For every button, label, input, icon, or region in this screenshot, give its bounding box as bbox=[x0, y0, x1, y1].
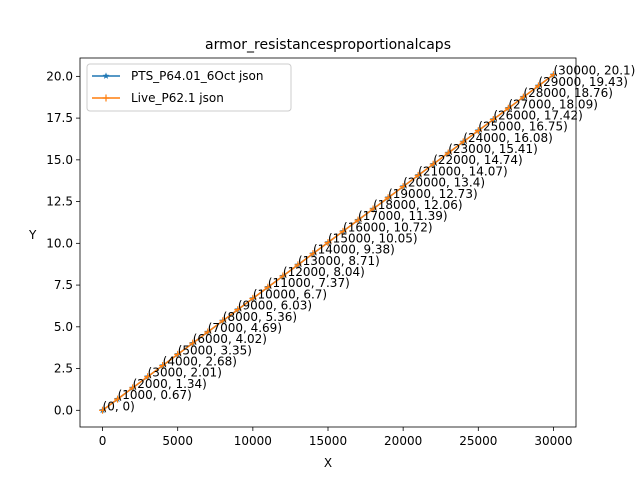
y-tick-label: 2.5 bbox=[54, 362, 73, 376]
plus-marker bbox=[294, 261, 302, 269]
data-label: (11000, 7.37) bbox=[268, 276, 350, 290]
y-tick-label: 7.5 bbox=[54, 278, 73, 292]
x-tick-label: 20000 bbox=[384, 434, 422, 448]
y-tick-label: 5.0 bbox=[54, 320, 73, 334]
data-label: (29000, 19.43) bbox=[538, 75, 628, 89]
plus-marker bbox=[264, 283, 272, 291]
data-label: (4000, 2.68) bbox=[163, 355, 237, 369]
legend: PTS_P64.01_6Oct json Live_P62.1 json bbox=[86, 63, 292, 112]
plus-marker bbox=[414, 171, 422, 179]
data-label: (20000, 13.4) bbox=[403, 176, 485, 190]
x-axis-label: X bbox=[324, 456, 332, 470]
plus-marker bbox=[99, 406, 107, 414]
plus-marker bbox=[429, 160, 437, 168]
data-label-layer: (0, 0)(1000, 0.67)(2000, 1.34)(3000, 2.0… bbox=[103, 64, 636, 414]
data-label: (10000, 6.7) bbox=[253, 287, 327, 301]
plus-marker bbox=[354, 216, 362, 224]
plus-marker bbox=[159, 362, 167, 370]
y-tick-label: 17.5 bbox=[46, 111, 73, 125]
data-label: (0, 0) bbox=[103, 399, 135, 413]
data-label: (2000, 1.34) bbox=[133, 377, 207, 391]
data-label: (25000, 16.75) bbox=[478, 120, 568, 134]
plus-marker bbox=[249, 294, 257, 302]
data-label: (13000, 8.71) bbox=[298, 254, 380, 268]
data-label: (17000, 11.39) bbox=[358, 209, 448, 223]
plus-marker bbox=[339, 227, 347, 235]
plus-marker bbox=[234, 306, 242, 314]
data-label: (14000, 9.38) bbox=[313, 243, 395, 257]
y-tick-label: 0.0 bbox=[54, 403, 73, 417]
x-tick-label: 15000 bbox=[309, 434, 347, 448]
plus-marker bbox=[219, 317, 227, 325]
legend-label-2: Live_P62.1 json bbox=[131, 91, 224, 105]
data-label: (15000, 10.05) bbox=[328, 232, 418, 246]
data-label: (12000, 8.04) bbox=[283, 265, 365, 279]
legend-label-1: PTS_P64.01_6Oct json bbox=[131, 69, 264, 83]
data-label: (18000, 12.06) bbox=[373, 198, 463, 212]
data-label: (3000, 2.01) bbox=[148, 366, 222, 380]
x-tick-label: 10000 bbox=[234, 434, 272, 448]
x-tick-label: 30000 bbox=[534, 434, 572, 448]
legend-entry-1: PTS_P64.01_6Oct json bbox=[92, 69, 264, 83]
data-label: (19000, 12.73) bbox=[388, 187, 478, 201]
plus-marker bbox=[324, 239, 332, 246]
plus-marker bbox=[279, 272, 287, 280]
plus-marker bbox=[399, 183, 407, 191]
data-label: (7000, 4.69) bbox=[208, 321, 282, 335]
chart-title: armor_resistancesproportionalcaps bbox=[205, 37, 451, 53]
data-label: (6000, 4.02) bbox=[193, 332, 267, 346]
data-label: (1000, 0.67) bbox=[118, 388, 192, 402]
legend-plus-marker bbox=[102, 94, 110, 102]
data-label: (24000, 16.08) bbox=[463, 131, 553, 145]
plus-marker bbox=[369, 205, 377, 213]
legend-star-marker bbox=[102, 72, 110, 79]
x-tick-label: 0 bbox=[99, 434, 107, 448]
plus-marker bbox=[504, 104, 512, 112]
plus-marker bbox=[459, 138, 467, 146]
plus-marker bbox=[444, 149, 452, 157]
x-tick-label: 5000 bbox=[162, 434, 193, 448]
y-axis-label: Y bbox=[28, 228, 37, 242]
data-label: (16000, 10.72) bbox=[343, 220, 433, 234]
x-tick-label: 25000 bbox=[459, 434, 497, 448]
plus-marker bbox=[114, 395, 122, 403]
data-label: (26000, 17.42) bbox=[493, 108, 583, 122]
plus-marker bbox=[549, 71, 557, 79]
data-label: (23000, 15.41) bbox=[448, 142, 538, 156]
data-label: (22000, 14.74) bbox=[433, 153, 523, 167]
legend-frame bbox=[86, 63, 292, 112]
series-layer bbox=[99, 71, 557, 414]
series-2 bbox=[99, 71, 557, 414]
plus-marker bbox=[309, 250, 317, 258]
plus-marker bbox=[204, 328, 212, 336]
y-tick-label: 10.0 bbox=[46, 236, 73, 250]
y-axis-ticks: 0.0 2.5 5.0 7.5 10.0 12.5 15.0 17.5 20.0 bbox=[46, 69, 80, 417]
plus-marker bbox=[519, 93, 527, 101]
y-tick-label: 15.0 bbox=[46, 153, 73, 167]
plus-marker bbox=[129, 384, 137, 392]
plus-marker bbox=[534, 82, 542, 90]
legend-entry-2: Live_P62.1 json bbox=[92, 91, 224, 105]
y-tick-label: 12.5 bbox=[46, 195, 73, 209]
plus-marker bbox=[189, 339, 197, 347]
plus-marker bbox=[384, 194, 392, 202]
data-label: (8000, 5.36) bbox=[223, 310, 297, 324]
data-label: (9000, 6.03) bbox=[238, 299, 312, 313]
plus-marker bbox=[174, 350, 182, 358]
data-label: (27000, 18.09) bbox=[508, 97, 598, 111]
plus-marker bbox=[489, 115, 497, 123]
plus-marker bbox=[474, 127, 482, 135]
x-axis-ticks: 0 5000 10000 15000 20000 25000 30000 bbox=[99, 427, 573, 448]
y-tick-label: 20.0 bbox=[46, 69, 73, 83]
data-label: (30000, 20.1) bbox=[553, 64, 635, 78]
data-label: (5000, 3.35) bbox=[178, 343, 252, 357]
data-label: (28000, 18.76) bbox=[523, 86, 613, 100]
plus-marker bbox=[144, 373, 152, 381]
data-label: (21000, 14.07) bbox=[418, 164, 508, 178]
